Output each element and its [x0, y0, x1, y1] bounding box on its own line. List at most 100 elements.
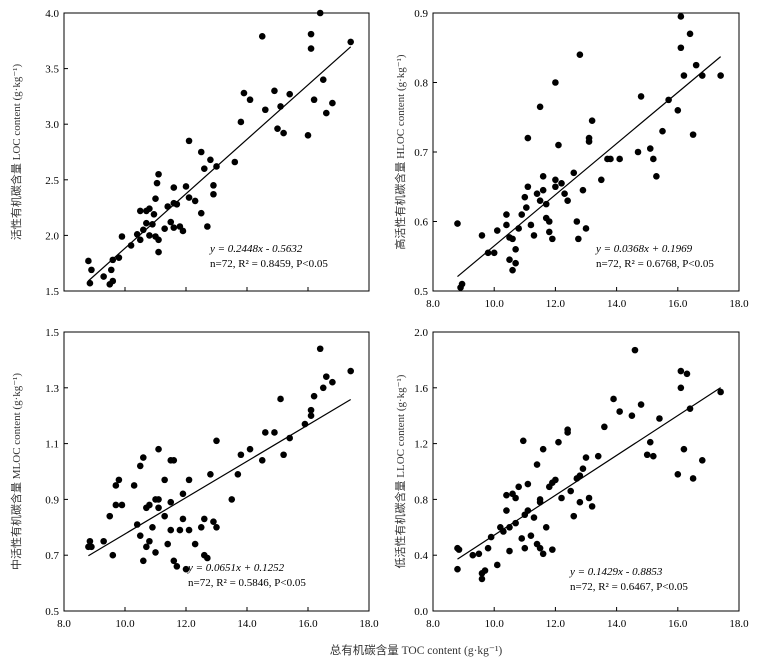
- data-point: [677, 384, 685, 392]
- data-point: [570, 169, 578, 177]
- data-point: [677, 13, 685, 20]
- data-point: [536, 498, 544, 506]
- y-tick-label: 0.9: [45, 494, 59, 506]
- data-point: [656, 415, 663, 422]
- data-point: [503, 221, 510, 229]
- data-point: [237, 451, 245, 459]
- data-point: [191, 540, 199, 548]
- plot-frame: [63, 331, 370, 612]
- data-point: [347, 367, 355, 375]
- data-point: [533, 461, 541, 468]
- data-point: [155, 445, 162, 453]
- data-point: [258, 457, 266, 464]
- data-point: [112, 482, 120, 489]
- data-point: [542, 524, 550, 531]
- data-point: [555, 438, 562, 446]
- y-tick-label: 0.7: [45, 550, 59, 562]
- data-point: [204, 554, 211, 562]
- data-point: [155, 170, 162, 178]
- y-tick-label: 1.5: [45, 286, 59, 298]
- regression-line: [457, 387, 721, 560]
- data-point: [509, 235, 516, 243]
- data-point: [155, 248, 162, 256]
- data-point: [454, 565, 461, 573]
- data-point: [512, 259, 519, 267]
- data-point: [191, 197, 199, 205]
- data-point: [246, 96, 254, 104]
- y-tick-label: 0.8: [414, 78, 428, 90]
- data-point: [118, 233, 126, 240]
- data-point: [167, 526, 175, 534]
- data-point: [207, 470, 214, 478]
- y-axis-label: 低活性有机碳含量 LLOC content (g·kg⁻¹): [393, 374, 407, 568]
- y-tick-label: 0.0: [414, 606, 428, 618]
- x-tick-label: 10.0: [485, 618, 505, 630]
- data-point: [659, 127, 666, 135]
- data-point: [88, 266, 95, 274]
- y-tick-label: 1.6: [414, 383, 428, 395]
- data-point: [136, 532, 144, 539]
- data-point: [155, 504, 162, 512]
- y-axis-label: 中活性有机碳含量 MLOC content (g·kg⁻¹): [9, 373, 23, 570]
- data-point: [567, 487, 574, 495]
- data-point: [503, 211, 510, 218]
- data-point: [136, 462, 144, 470]
- data-point: [455, 546, 463, 553]
- data-point: [240, 89, 248, 97]
- data-point: [143, 219, 150, 227]
- regression-stats: n=72, R² = 0.5846, P<0.05: [188, 577, 306, 589]
- data-point: [146, 205, 153, 213]
- data-point: [118, 501, 126, 509]
- x-tick-label: 16.0: [668, 618, 688, 630]
- y-tick-label: 0.5: [45, 606, 59, 618]
- data-point: [185, 194, 193, 201]
- data-point: [228, 496, 236, 503]
- data-point: [579, 186, 587, 194]
- data-point: [161, 225, 168, 233]
- data-point: [536, 544, 544, 552]
- data-point: [549, 546, 556, 553]
- data-point: [316, 345, 324, 353]
- data-point: [469, 551, 477, 559]
- data-point: [677, 367, 685, 375]
- data-point: [536, 103, 544, 111]
- x-tick-label: 12.0: [176, 618, 196, 630]
- data-point: [588, 117, 596, 125]
- data-point: [530, 232, 538, 239]
- data-point: [576, 498, 584, 506]
- data-point: [677, 44, 685, 52]
- data-point: [150, 210, 158, 218]
- data-point: [130, 482, 138, 489]
- data-point: [106, 512, 114, 520]
- data-point: [527, 221, 535, 229]
- y-tick-label: 1.5: [45, 327, 59, 339]
- data-point: [650, 452, 657, 460]
- data-point: [616, 155, 623, 163]
- data-point: [271, 87, 278, 95]
- chart-panel-2: 0.5 0.6 0.7 0.8 0.9 8.0 10.0 12.0 14.0 16.0 18.0 高活…: [393, 8, 749, 310]
- data-point: [161, 512, 168, 520]
- chart-panel-3: 0.5 0.7 0.9 1.1 1.3 1.5 8.0 10.0 12.0 14.0 16.0 18.…: [9, 327, 379, 630]
- data-point: [201, 515, 208, 523]
- data-point: [319, 384, 327, 392]
- data-point: [304, 132, 312, 139]
- data-point: [280, 129, 287, 137]
- y-tick-label: 0.5: [414, 286, 428, 298]
- data-point: [579, 465, 587, 473]
- data-point: [323, 109, 330, 117]
- data-point: [582, 225, 590, 232]
- data-point: [204, 223, 211, 230]
- data-point: [594, 452, 602, 460]
- regression-equation: y = 0.1429x - 0.8853: [569, 566, 663, 578]
- data-point: [549, 235, 556, 243]
- data-point: [310, 392, 318, 400]
- y-axis-label: 高活性有机碳含量 HLOC content (g·kg⁻¹): [393, 54, 407, 250]
- data-point: [149, 524, 156, 531]
- data-point: [558, 494, 565, 502]
- data-point: [210, 518, 217, 526]
- data-point: [509, 266, 516, 274]
- data-point: [512, 494, 519, 502]
- chart-panel-1: 1.5 2.0 2.5 3.0 3.5 4.0 活性有机碳含量 LOC content (g…: [9, 8, 370, 298]
- data-point: [100, 537, 107, 545]
- data-point: [146, 232, 153, 239]
